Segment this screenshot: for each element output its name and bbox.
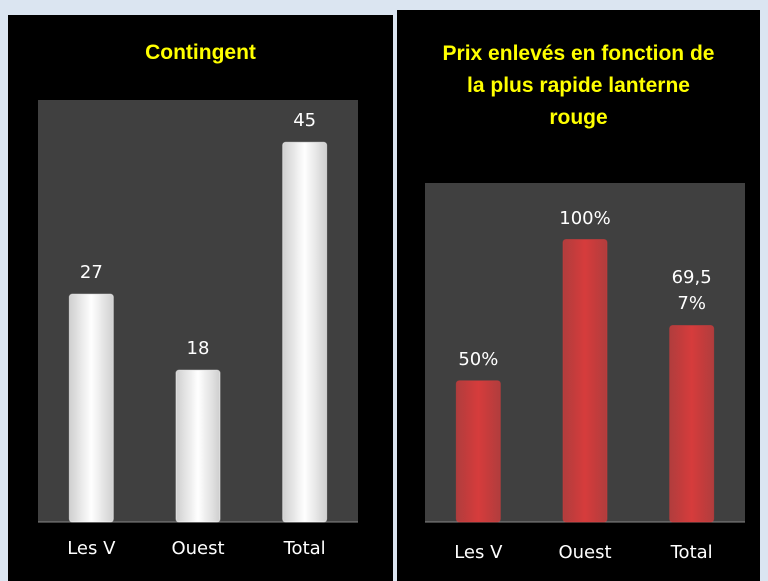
x-tick-label: Les V <box>454 542 503 563</box>
bar <box>175 369 221 523</box>
x-tick-label: Les V <box>67 538 116 559</box>
chart-title: Contingent <box>145 41 256 64</box>
value-label: 45 <box>293 110 317 132</box>
chart-panel: Prix enlevés en fonction de la plus rapi… <box>397 10 760 581</box>
value-label: 100% <box>559 207 611 229</box>
x-tick-label: Total <box>670 542 713 563</box>
x-tick-label: Ouest <box>558 542 612 563</box>
bar <box>669 324 715 523</box>
bar <box>562 239 608 523</box>
value-label: 69,57% <box>671 267 712 315</box>
plot <box>425 183 745 523</box>
x-tick-label: Ouest <box>171 538 225 559</box>
plot <box>38 100 358 523</box>
bar <box>282 141 328 523</box>
value-label: 18 <box>186 338 210 360</box>
chart-panel: Contingent 27 Les V 18 Ouest 45 Total <box>8 15 393 581</box>
bar <box>68 293 114 523</box>
x-tick-label: Total <box>283 538 326 559</box>
chart-title: Prix enlevés en fonction de la plus rapi… <box>442 42 715 129</box>
value-label: 50% <box>458 348 499 370</box>
bar <box>455 380 501 523</box>
value-label: 27 <box>79 262 103 284</box>
